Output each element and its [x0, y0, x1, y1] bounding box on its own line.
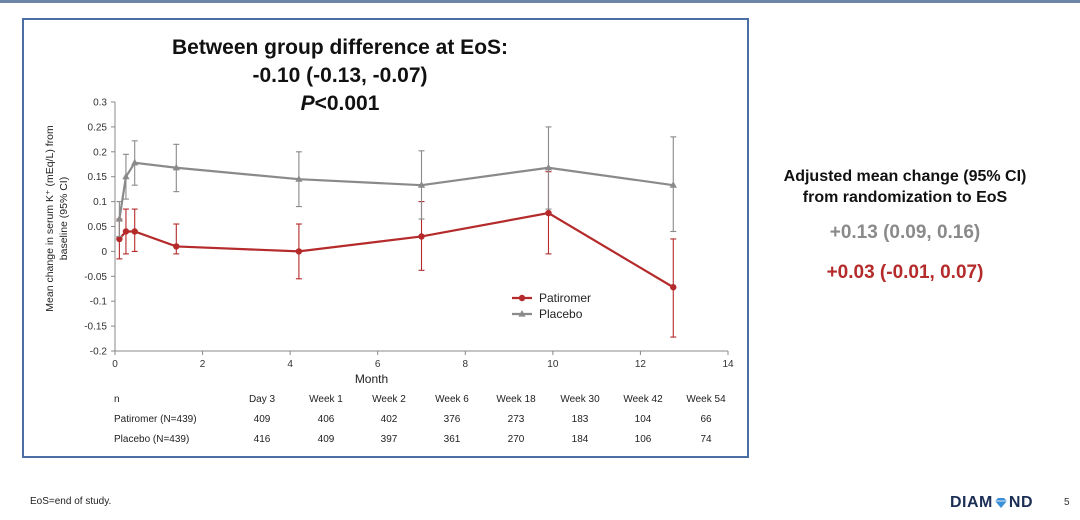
p-value: <0.001	[314, 92, 380, 115]
x-tick-label: 12	[635, 359, 647, 370]
legend-patiromer-marker	[518, 294, 526, 302]
x-tick-label: 4	[287, 359, 293, 370]
legend-patiromer-label: Patiromer	[539, 291, 591, 305]
panel-heading-line1: Adjusted mean change (95% CI)	[783, 168, 1027, 185]
x-tick-label: 0	[112, 359, 118, 370]
patiromer-point	[173, 243, 180, 250]
placebo-point	[417, 181, 426, 188]
patiromer-adjusted-value: +0.03 (-0.01, 0.07)	[826, 262, 984, 283]
diamond-gem-icon	[994, 498, 1007, 508]
y-tick-label: 0.15	[88, 172, 108, 183]
legend-placebo-label: Placebo	[539, 307, 583, 321]
x-tick-label: 14	[722, 359, 734, 370]
y-tick-label: 0.25	[88, 122, 108, 133]
logo-text-left: DIAM	[950, 494, 993, 511]
placebo-point	[122, 172, 130, 180]
adjusted-mean-panel: Adjusted mean change (95% CI) from rando…	[760, 166, 1050, 284]
x-tick-label: 6	[375, 359, 381, 370]
x-tick-label: 10	[547, 359, 559, 370]
placebo-point	[544, 163, 553, 171]
y-axis-label-line1: Mean change in serum K⁺ (mEq/L) from	[44, 125, 56, 312]
y-tick-label: 0.2	[93, 147, 107, 158]
placebo-point	[115, 215, 123, 222]
patiromer-point	[131, 228, 138, 235]
y-tick-label: -0.15	[84, 322, 107, 333]
x-axis-label: Month	[355, 372, 388, 386]
placebo-point	[669, 181, 677, 188]
chart-title-line1: Between group difference at EoS:	[171, 36, 509, 59]
y-tick-label: 0.05	[88, 222, 108, 233]
p-label: P	[300, 92, 315, 115]
page-number: 5	[1064, 497, 1070, 508]
y-tick-label: -0.05	[84, 272, 107, 283]
x-tick-label: 2	[200, 359, 206, 370]
placebo-point	[131, 158, 139, 166]
top-rule	[0, 0, 1080, 3]
patiromer-point	[122, 228, 130, 235]
patiromer-point	[295, 248, 303, 255]
placebo-adjusted-value: +0.13 (0.09, 0.16)	[829, 222, 981, 243]
placebo-line	[118, 161, 674, 220]
legend-placebo-marker	[518, 310, 526, 317]
placebo-point	[295, 175, 303, 182]
y-axis-label-line2: baseline (95% CI)	[58, 177, 70, 260]
x-tick-label: 8	[463, 359, 469, 370]
y-tick-label: 0	[101, 247, 107, 258]
y-tick-label: 0.3	[93, 98, 107, 109]
patiromer-point	[670, 284, 677, 291]
chart-title-line2: -0.10 (-0.13, -0.07)	[252, 64, 428, 87]
placebo-point	[172, 163, 180, 171]
y-tick-label: -0.1	[90, 297, 108, 308]
chart-title-line3: P<0.001	[100, 92, 580, 116]
patiromer-point	[545, 209, 552, 217]
patiromer-line	[118, 211, 674, 289]
logo-text-right: ND	[1008, 494, 1033, 511]
patiromer-point	[116, 235, 123, 243]
y-tick-label: -0.2	[90, 347, 108, 358]
chart-frame	[22, 18, 749, 458]
y-tick-label: 0.1	[93, 197, 107, 208]
footnote: EoS=end of study.	[30, 496, 112, 507]
patiromer-point	[418, 233, 425, 240]
panel-heading-line2: from randomization to EoS	[802, 189, 1008, 206]
diamond-logo: DIAM ND	[950, 494, 1033, 512]
